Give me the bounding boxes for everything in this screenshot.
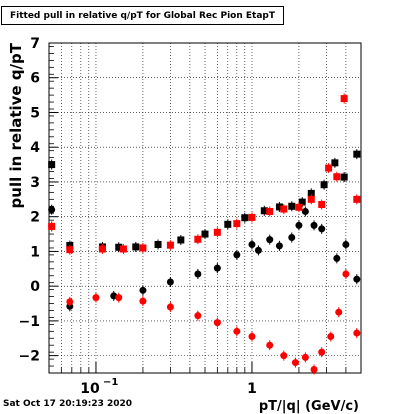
- data-point-square: [340, 95, 348, 103]
- data-point-circle: [66, 298, 74, 306]
- data-point-square: [353, 195, 361, 203]
- data-point-circle: [353, 275, 361, 283]
- data-point-square: [280, 205, 288, 213]
- series-2: [48, 93, 361, 255]
- data-point-square: [325, 164, 333, 172]
- y-tick-label: 0: [30, 279, 40, 295]
- timestamp: Sat Oct 17 20:19:23 2020: [3, 399, 133, 409]
- series-3: [48, 221, 361, 375]
- data-point-circle: [92, 294, 100, 302]
- data-point-circle: [233, 327, 241, 335]
- data-point-circle: [254, 246, 262, 254]
- data-point-square: [119, 245, 127, 253]
- data-point-circle: [166, 278, 174, 286]
- data-point-circle: [194, 312, 202, 320]
- data-point-circle: [248, 240, 256, 248]
- data-point-square: [298, 198, 306, 206]
- data-point-square: [333, 173, 341, 181]
- data-point-square: [154, 240, 162, 248]
- data-point-square: [266, 207, 274, 215]
- data-point-circle: [310, 221, 318, 229]
- data-point-square: [307, 189, 315, 197]
- data-point-square: [288, 202, 296, 210]
- y-axis-label: pull in relative q/pT: [7, 42, 25, 208]
- data-point-circle: [327, 333, 335, 341]
- x-tick-label: 1: [247, 381, 257, 397]
- data-point-square: [353, 150, 361, 158]
- x-tick-label: 10: [80, 381, 100, 397]
- data-point-square: [295, 203, 303, 211]
- data-point-square: [98, 245, 106, 253]
- data-point-circle: [266, 341, 274, 349]
- data-point-square: [132, 243, 140, 251]
- data-point-square: [166, 241, 174, 249]
- x-axis-ticks: 10 −1 1: [48, 362, 362, 397]
- data-point-circle: [291, 359, 299, 367]
- data-point-circle: [48, 222, 56, 230]
- y-tick-label: 3: [30, 175, 40, 191]
- data-point-circle: [48, 206, 56, 214]
- x-tick-label-exponent: −1: [103, 377, 118, 388]
- data-point-circle: [310, 366, 318, 374]
- data-point-circle: [295, 221, 303, 229]
- data-point-square: [194, 235, 202, 243]
- data-point-circle: [335, 308, 343, 316]
- data-point-square: [320, 181, 328, 189]
- data-point-square: [201, 230, 209, 238]
- y-tick-label: 7: [30, 36, 40, 52]
- data-point-square: [177, 236, 185, 244]
- data-point-square: [233, 220, 241, 228]
- data-point-circle: [301, 207, 309, 215]
- data-point-circle: [318, 225, 326, 233]
- data-point-square: [139, 244, 147, 252]
- data-point-square: [115, 243, 123, 251]
- y-tick-label: 1: [30, 244, 40, 260]
- data-point-square: [248, 213, 256, 221]
- data-point-circle: [166, 303, 174, 311]
- data-point-square: [48, 161, 56, 169]
- data-point-circle: [353, 329, 361, 337]
- data-point-circle: [233, 251, 241, 259]
- data-point-square: [275, 203, 283, 211]
- data-point-square: [66, 246, 74, 254]
- data-point-circle: [213, 264, 221, 272]
- data-point-circle: [280, 352, 288, 360]
- data-marks: [48, 93, 361, 375]
- data-point-circle: [301, 353, 309, 361]
- data-point-circle: [139, 297, 147, 305]
- data-point-circle: [288, 234, 296, 242]
- chart-title: Fitted pull in relative q/pT for Global …: [1, 6, 284, 25]
- data-point-circle: [342, 240, 350, 248]
- data-point-square: [307, 195, 315, 203]
- data-point-square: [213, 228, 221, 236]
- y-tick-label: −1: [19, 314, 40, 330]
- data-point-circle: [342, 270, 350, 278]
- data-point-circle: [275, 242, 283, 250]
- data-point-circle: [213, 319, 221, 327]
- data-point-square: [260, 207, 268, 215]
- data-point-square: [331, 159, 339, 167]
- data-point-circle: [318, 348, 326, 356]
- y-axis-ticks: −2 −1 0 1 2 3 4 5 6 7: [19, 36, 58, 374]
- data-point-circle: [333, 254, 341, 262]
- y-tick-label: 5: [30, 105, 40, 121]
- data-point-circle: [115, 294, 123, 302]
- data-point-square: [340, 173, 348, 181]
- y-tick-label: 2: [30, 210, 40, 226]
- data-point-square: [224, 220, 232, 228]
- x-axis-label: pT/|q| (GeV/c): [259, 399, 359, 414]
- data-point-circle: [194, 270, 202, 278]
- data-point-square: [318, 201, 326, 209]
- data-point-circle: [139, 286, 147, 294]
- y-tick-label: 4: [30, 140, 40, 156]
- data-point-circle: [248, 333, 256, 341]
- y-tick-label: −2: [19, 349, 40, 365]
- grid-lines: [48, 42, 362, 373]
- data-point-circle: [266, 236, 274, 244]
- data-point-square: [241, 214, 249, 222]
- y-tick-label: 6: [30, 71, 40, 87]
